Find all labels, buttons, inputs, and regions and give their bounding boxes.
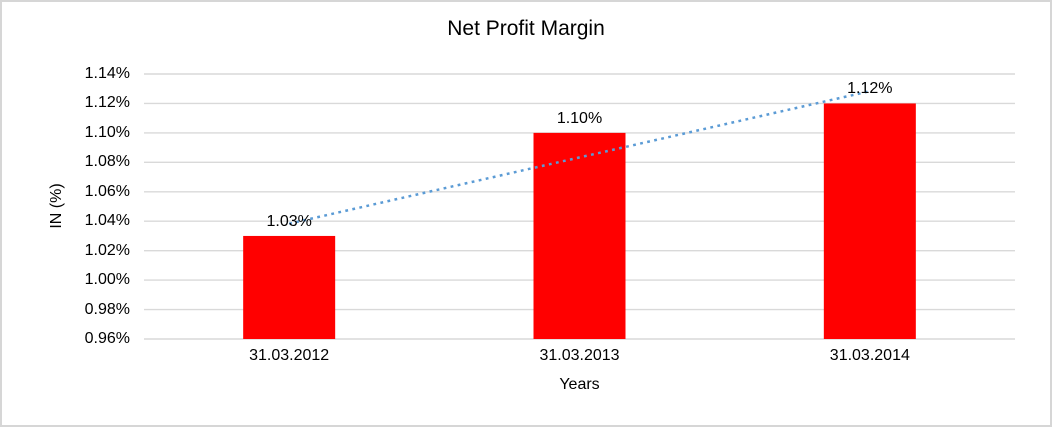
x-axis-title: Years bbox=[559, 376, 600, 393]
bar-31.03.2013[interactable] bbox=[533, 132, 626, 339]
y-tick-label: 1.04% bbox=[84, 212, 130, 230]
trendline bbox=[288, 89, 871, 225]
y-tick-label: 1.02% bbox=[84, 241, 130, 259]
y-tick-label: 1.00% bbox=[84, 271, 130, 289]
x-tick-label: 31.03.2013 bbox=[539, 347, 620, 364]
chart-title: Net Profit Margin bbox=[447, 17, 605, 40]
y-tick-label: 0.98% bbox=[84, 300, 130, 318]
x-tick-label: 31.03.2012 bbox=[249, 347, 330, 364]
y-tick-label: 1.10% bbox=[84, 123, 130, 141]
bar-31.03.2014[interactable] bbox=[823, 103, 916, 339]
x-tick-label: 31.03.2014 bbox=[829, 347, 910, 364]
y-tick-label: 1.14% bbox=[84, 65, 130, 82]
data-label: 1.03% bbox=[266, 212, 312, 230]
y-tick-label: 1.12% bbox=[84, 94, 130, 112]
y-tick-label: 1.06% bbox=[84, 182, 130, 200]
bar-31.03.2012[interactable] bbox=[243, 235, 336, 339]
data-label: 1.12% bbox=[847, 80, 893, 98]
y-tick-label: 1.08% bbox=[84, 153, 130, 171]
data-label: 1.10% bbox=[556, 109, 603, 127]
y-tick-label: 0.96% bbox=[84, 330, 130, 347]
